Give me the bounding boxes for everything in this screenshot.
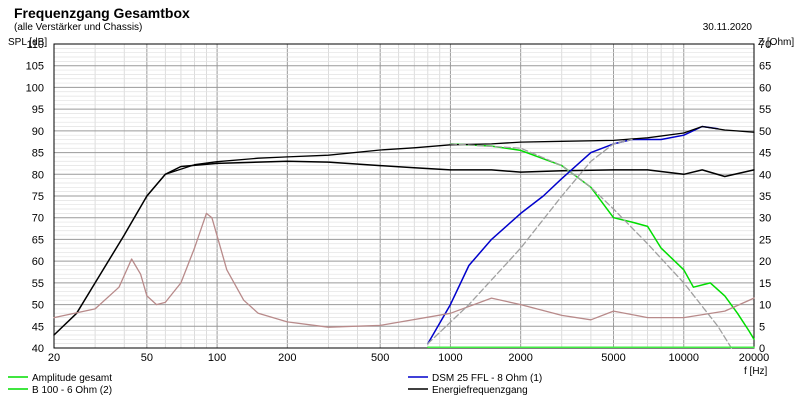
- x-tick-label: 20: [48, 352, 60, 364]
- series-line-4: [53, 212, 755, 328]
- y-tick-label-right: 65: [759, 61, 771, 73]
- y-tick-label-left: 110: [26, 39, 44, 51]
- x-tick-label: 200: [278, 352, 296, 364]
- series-line-5: [427, 138, 633, 345]
- x-tick-label: 500: [371, 352, 389, 364]
- x-axis-label: f [Hz]: [744, 366, 768, 377]
- y-tick-label-left: 60: [32, 256, 44, 268]
- y-tick-label-left: 80: [32, 169, 44, 181]
- y-tick-label-right: 45: [759, 148, 771, 160]
- y-tick-label-left: 40: [32, 343, 44, 355]
- legend-label: Amplitude gesamt: [32, 373, 112, 384]
- y-tick-label-right: 55: [759, 104, 771, 116]
- y-tick-label-right: 20: [759, 256, 771, 268]
- y-tick-label-left: 55: [32, 278, 44, 290]
- y-tick-label-right: 60: [759, 82, 771, 94]
- y-tick-label-left: 65: [32, 234, 44, 246]
- legend-label: B 100 - 6 Ohm (2): [32, 385, 112, 396]
- y-tick-label-left: 70: [32, 213, 44, 225]
- series-group: [53, 125, 755, 349]
- y-tick-label-right: 25: [759, 234, 771, 246]
- x-tick-label: 50: [141, 352, 153, 364]
- y-tick-label-left: 95: [32, 104, 44, 116]
- legend-label: DSM 25 FFL - 8 Ohm (1): [432, 373, 542, 384]
- series-line-2: [427, 125, 719, 345]
- series-line-0: [53, 160, 755, 336]
- y-tick-label-right: 50: [759, 126, 771, 138]
- series-line-3: [146, 125, 755, 197]
- x-tick-label: 20000: [739, 352, 770, 364]
- y-tick-label-right: 40: [759, 169, 771, 181]
- axis-labels: 20 50 100 200 500 1000 2000 5000 10000 2000040455…: [26, 39, 772, 364]
- y-tick-label-left: 75: [32, 191, 44, 203]
- y-tick-label-right: 0: [759, 343, 765, 355]
- x-tick-label: 100: [208, 352, 226, 364]
- y-tick-label-left: 45: [32, 321, 44, 333]
- legend-label: Energiefrequenzgang: [432, 385, 528, 396]
- y-tick-label-left: 85: [32, 148, 44, 160]
- chart-title: Frequenzgang Gesamtbox: [14, 5, 190, 21]
- y-axis-left-label: SPL [dB]: [8, 37, 47, 48]
- series-line-6: [449, 143, 733, 349]
- x-tick-label: 1000: [438, 352, 462, 364]
- y-tick-label-left: 100: [26, 82, 44, 94]
- y-tick-label-right: 10: [759, 300, 771, 312]
- plot-frame: [53, 43, 755, 349]
- chart-subtitle: (alle Verstärker und Chassis): [14, 22, 142, 33]
- y-axis-right-label: Z [Ohm]: [758, 37, 794, 48]
- y-tick-label-right: 15: [759, 278, 771, 290]
- y-tick-label-left: 105: [26, 61, 44, 73]
- y-tick-label-right: 30: [759, 213, 771, 225]
- y-tick-label-right: 5: [759, 321, 765, 333]
- y-tick-label-right: 35: [759, 191, 771, 203]
- x-tick-label: 5000: [601, 352, 625, 364]
- y-tick-label-right: 70: [759, 39, 771, 51]
- y-tick-label-left: 50: [32, 300, 44, 312]
- x-tick-label: 2000: [508, 352, 532, 364]
- y-tick-label-left: 90: [32, 126, 44, 138]
- series-line-1: [449, 143, 755, 341]
- x-tick-label: 10000: [668, 352, 699, 364]
- chart-date: 30.11.2020: [703, 22, 753, 33]
